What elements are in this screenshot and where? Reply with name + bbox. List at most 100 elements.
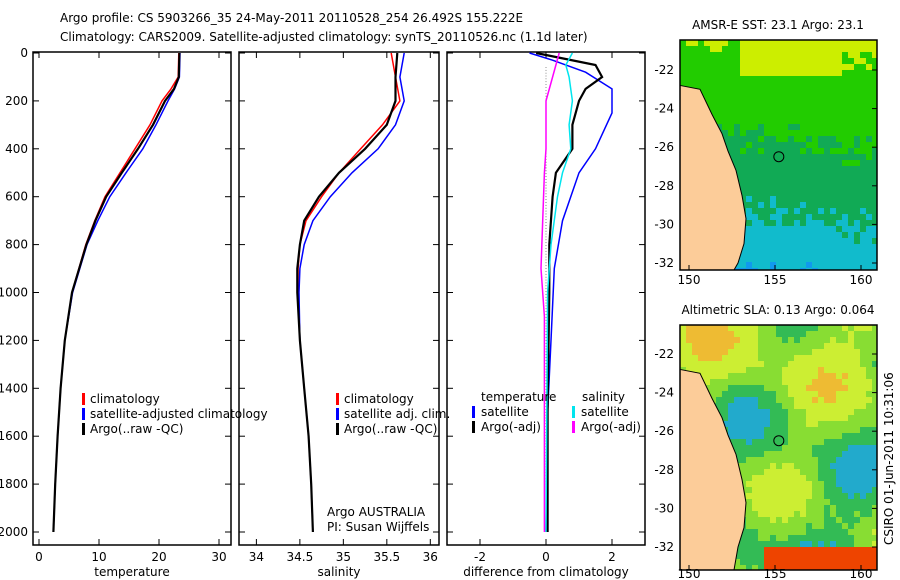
x-tick-label: 35 — [336, 550, 351, 564]
map-cell — [788, 343, 794, 349]
map-cell — [824, 232, 830, 238]
map-cell — [812, 142, 818, 148]
map-cell — [794, 409, 800, 415]
map-cell — [692, 349, 698, 355]
map-cell — [752, 541, 758, 547]
series-line-salinity-satellite — [545, 52, 574, 533]
map-cell — [830, 337, 836, 343]
zero-line-dot — [545, 227, 547, 229]
map-cell — [788, 433, 794, 439]
map-cell — [854, 493, 860, 499]
map-cell — [752, 331, 758, 337]
map-cell — [686, 70, 692, 76]
map-cell — [758, 379, 764, 385]
map-cell — [866, 349, 872, 355]
map-cell — [764, 331, 770, 337]
map-cell — [860, 409, 866, 415]
map-cell — [830, 256, 836, 262]
map-cell — [848, 112, 854, 118]
legend-swatch — [82, 393, 85, 405]
map-cell — [740, 457, 746, 463]
map-cell — [800, 250, 806, 256]
map-cell — [734, 88, 740, 94]
map-cell — [860, 148, 866, 154]
map-cell — [848, 202, 854, 208]
map-cell — [752, 214, 758, 220]
map-cell — [848, 469, 854, 475]
map-cell — [692, 343, 698, 349]
map-cell — [818, 232, 824, 238]
map-cell — [836, 196, 842, 202]
map-cell — [770, 136, 776, 142]
zero-line-dot — [545, 204, 547, 206]
legend-swatch — [336, 408, 339, 420]
map-cell — [740, 262, 746, 268]
map-cell — [776, 82, 782, 88]
map-cell — [830, 214, 836, 220]
map-cell — [860, 40, 866, 46]
map-cell — [704, 373, 710, 379]
map-cell — [848, 106, 854, 112]
map-cell — [854, 445, 860, 451]
map-cell — [764, 244, 770, 250]
map-cell — [812, 433, 818, 439]
map-cell — [722, 88, 728, 94]
map-cell — [734, 559, 740, 565]
map-cell — [686, 46, 692, 52]
map-cell — [854, 439, 860, 445]
map-cell — [782, 505, 788, 511]
zero-line-dot — [545, 354, 547, 356]
map-cell — [740, 535, 746, 541]
map-cell — [860, 427, 866, 433]
map-cell — [848, 457, 854, 463]
map-cell — [854, 421, 860, 427]
map-cell — [788, 535, 794, 541]
map-cell — [746, 493, 752, 499]
map-cell — [740, 142, 746, 148]
map-cell — [818, 124, 824, 130]
map-cell — [782, 190, 788, 196]
map-cell — [848, 379, 854, 385]
map-cell — [830, 463, 836, 469]
map-cell — [758, 76, 764, 82]
map-cell — [824, 160, 830, 166]
zero-line-dot — [545, 362, 547, 364]
map-cell — [770, 220, 776, 226]
zero-line-dot — [545, 167, 547, 169]
map-cell — [698, 70, 704, 76]
map-cell — [776, 112, 782, 118]
map-cell — [872, 529, 877, 535]
map-cell — [746, 535, 752, 541]
map-cell — [842, 337, 848, 343]
map-cell — [740, 130, 746, 136]
map-cell — [758, 433, 764, 439]
map-cell — [710, 343, 716, 349]
axes-frame — [32, 51, 232, 546]
map-cell — [854, 541, 860, 547]
map-cell — [848, 439, 854, 445]
map-cell — [872, 427, 877, 433]
map-cell — [866, 202, 872, 208]
map-cell — [848, 226, 854, 232]
map-cell — [824, 184, 830, 190]
map-cell — [824, 481, 830, 487]
zero-line-dot — [545, 248, 547, 249]
map-cell — [758, 553, 764, 559]
map-cell — [794, 439, 800, 445]
map-cell — [830, 232, 836, 238]
map-cell — [830, 268, 836, 270]
map-cell — [836, 457, 842, 463]
map-cell — [734, 331, 740, 337]
y-tick-label: 800 — [5, 238, 28, 252]
map-cell — [764, 565, 770, 570]
map-cell — [752, 112, 758, 118]
zero-line-dot — [545, 337, 547, 338]
map-cell — [824, 403, 830, 409]
map-cell — [854, 505, 860, 511]
map-cell — [752, 487, 758, 493]
map-cell — [872, 433, 877, 439]
map-cell — [860, 553, 866, 559]
map-cell — [710, 52, 716, 58]
map-cell — [800, 475, 806, 481]
map-cell — [698, 46, 704, 52]
